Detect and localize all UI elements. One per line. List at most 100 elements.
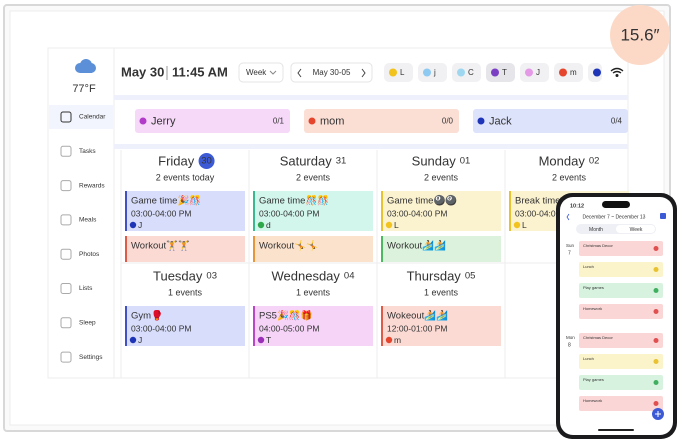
temperature: 77°F	[72, 83, 96, 95]
event-card[interactable]	[253, 236, 373, 262]
nav-label[interactable]: Sleep	[79, 320, 96, 327]
phone-event-title: Lunch	[583, 264, 594, 269]
phone-tab[interactable]: Month	[589, 227, 603, 233]
event-time: 03:00-04:00 PM	[515, 208, 575, 218]
phone-add-icon	[655, 411, 661, 417]
day-date: 30	[201, 156, 212, 167]
phone-event-status	[653, 359, 659, 364]
profile-progress: 0/4	[611, 117, 623, 126]
event-summary: 1 events	[424, 287, 459, 297]
separator	[114, 144, 628, 149]
nav-label[interactable]: Settings	[79, 354, 103, 361]
phone-event-status	[653, 338, 659, 343]
nav-icon	[60, 248, 72, 260]
member-chip[interactable]	[486, 63, 515, 82]
day-date: 04	[344, 271, 355, 282]
phone-weekday: Sun	[566, 243, 575, 248]
member-chip[interactable]	[384, 63, 413, 82]
event-card[interactable]	[253, 191, 373, 231]
profile-progress: 0/1	[273, 117, 285, 126]
nav-icon	[60, 283, 72, 294]
phone-event[interactable]	[579, 304, 663, 319]
phone-event[interactable]	[579, 354, 663, 369]
event-card[interactable]	[125, 191, 245, 231]
day-column: Friday 30 2 events today Game time🎉🎊03:00-0…	[125, 153, 245, 262]
phone-event[interactable]	[579, 396, 663, 411]
profile-name: mom	[320, 115, 344, 127]
event-card[interactable]	[125, 236, 245, 262]
event-edge	[381, 236, 383, 262]
phone-event-status	[653, 288, 659, 293]
phone-tab-active	[616, 225, 655, 233]
nav-label[interactable]: Lists	[79, 285, 93, 292]
event-card[interactable]	[381, 191, 501, 231]
range-label: May 30-05	[313, 68, 351, 77]
event-edge	[381, 306, 383, 346]
event-summary: 2 events today	[156, 172, 215, 182]
nav-label[interactable]: Rewards	[79, 182, 105, 189]
event-edge	[381, 191, 383, 231]
profile-card[interactable]	[304, 109, 459, 133]
event-summary: 2 events	[296, 172, 331, 182]
member-dot	[457, 68, 465, 77]
member-initial: L	[400, 68, 405, 77]
event-member: J	[138, 335, 142, 345]
event-edge	[253, 191, 255, 231]
phone-event-title: Christmas Decor	[583, 243, 613, 248]
phone-event-title: Homework	[583, 398, 602, 403]
phone-event[interactable]	[579, 283, 663, 298]
event-card[interactable]	[125, 306, 245, 346]
event-member-dot	[257, 336, 265, 344]
event-member-dot	[385, 336, 393, 344]
nav-label[interactable]: Tasks	[79, 148, 96, 155]
prev-button[interactable]	[297, 68, 302, 78]
profile-card[interactable]	[473, 109, 628, 133]
nav-icon	[60, 317, 72, 329]
phone: 10:12 December 7 ~ December 13 Month Week Su…	[556, 193, 677, 439]
phone-event[interactable]	[579, 375, 663, 390]
day-column: Saturday 31 2 events Game time🎊🎊03:00-04:00…	[253, 153, 373, 262]
member-chip[interactable]	[452, 63, 481, 82]
view-dropdown[interactable]	[238, 62, 284, 83]
event-summary: 2 events	[552, 172, 587, 182]
event-card[interactable]	[381, 236, 501, 262]
event-title: Game time🎊🎊	[259, 195, 329, 207]
member-chip[interactable]	[418, 63, 447, 82]
current-date: May 30	[121, 64, 164, 79]
nav-icon	[60, 111, 72, 123]
phone-event-title: Lunch	[583, 356, 594, 361]
event-time: 03:00-04:00 PM	[259, 208, 319, 218]
nav-label[interactable]: Calendar	[79, 114, 106, 121]
phone-home-bar	[598, 429, 634, 431]
event-edge	[125, 191, 127, 231]
member-dot	[423, 68, 431, 77]
nav-label[interactable]: Meals	[79, 217, 97, 224]
profile-card[interactable]	[135, 109, 290, 133]
phone-tab[interactable]: Week	[630, 227, 643, 233]
next-button[interactable]	[361, 68, 366, 78]
event-time: 04:00-05:00 PM	[259, 323, 319, 333]
event-edge	[253, 236, 255, 262]
event-card[interactable]	[381, 306, 501, 346]
event-member: T	[266, 335, 271, 345]
event-edge	[253, 306, 255, 346]
event-title: PS5🎉🎊🎁	[259, 310, 312, 322]
phone-event[interactable]	[579, 241, 663, 256]
day-column: Wednesday 04 1 events PS5🎉🎊🎁04:00-05:00 PM T	[253, 268, 373, 346]
member-chip[interactable]	[520, 63, 549, 82]
event-member: d	[266, 220, 271, 230]
phone-event[interactable]	[579, 262, 663, 277]
nav-label[interactable]: Photos	[79, 251, 100, 258]
phone-date: 7	[568, 250, 571, 256]
phone-event[interactable]	[579, 333, 663, 348]
event-edge	[125, 306, 127, 346]
event-card[interactable]	[253, 306, 373, 346]
event-title: Gym🥊	[131, 310, 163, 322]
member-chip[interactable]	[554, 63, 583, 82]
profile-name: Jack	[489, 115, 512, 127]
event-summary: 1 events	[296, 287, 331, 297]
event-title: Break time	[515, 196, 560, 207]
phone-clock: 10:12	[570, 203, 584, 209]
phone-event-status	[653, 401, 659, 406]
phone-back[interactable]	[566, 213, 570, 221]
